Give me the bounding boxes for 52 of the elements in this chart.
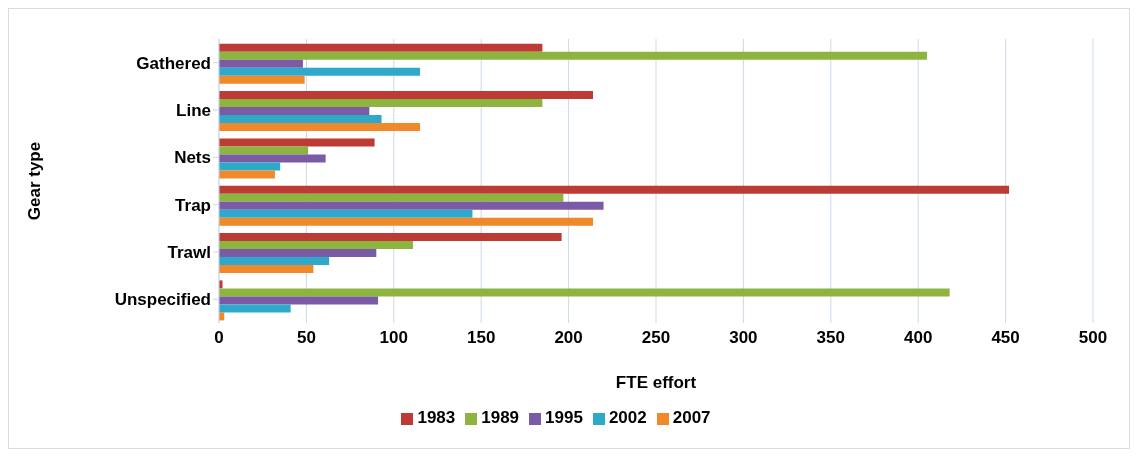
bar [219, 115, 382, 124]
bar [219, 233, 562, 242]
x-tick-label: 400 [904, 328, 933, 348]
bar [219, 265, 314, 274]
y-tick-label: Unspecified [114, 290, 211, 310]
legend-label: 2007 [672, 408, 711, 427]
legend-label: 1995 [545, 408, 583, 427]
bar [219, 138, 375, 147]
x-tick-label: 300 [729, 328, 758, 348]
x-tick-label: 500 [1078, 328, 1108, 348]
bar [219, 107, 370, 116]
x-tick-label: 150 [467, 328, 496, 348]
x-tick-label: 200 [554, 328, 583, 348]
legend-label: 1983 [417, 408, 456, 427]
bar [219, 162, 281, 171]
bar [219, 288, 950, 297]
bar [219, 304, 291, 313]
bar [219, 51, 927, 60]
bar [219, 201, 604, 210]
x-tick-label: 0 [214, 328, 224, 348]
x-tick-label: 450 [991, 328, 1020, 348]
bar [219, 43, 543, 52]
bar [219, 99, 543, 108]
y-tick-label: Gathered [136, 53, 211, 73]
bar [219, 257, 330, 266]
y-tick-label: Line [176, 101, 211, 121]
y-tick-label: Trap [175, 195, 211, 215]
x-tick-label: 50 [296, 328, 316, 348]
bar [219, 154, 326, 163]
y-axis-title: Gear type [25, 141, 45, 221]
bar [219, 217, 594, 226]
x-tick-label: 350 [816, 328, 845, 348]
bar [219, 209, 473, 218]
bar [219, 67, 421, 76]
bar [219, 59, 303, 68]
bar [219, 170, 275, 179]
bar [219, 146, 309, 155]
bar [219, 241, 414, 250]
bar [219, 91, 594, 100]
bar [219, 123, 421, 132]
x-tick-label: 250 [641, 328, 671, 348]
x-tick-label: 100 [379, 328, 408, 348]
y-tick-label: Nets [174, 148, 211, 168]
bar [219, 249, 377, 258]
bar [219, 75, 305, 84]
bar [219, 296, 379, 305]
y-tick-label: Trawl [167, 243, 211, 263]
legend-label: 1989 [481, 408, 520, 427]
bar [219, 193, 564, 202]
x-axis-title: FTE effort [615, 373, 697, 392]
legend-label: 2002 [608, 408, 647, 427]
bar [219, 185, 1010, 194]
